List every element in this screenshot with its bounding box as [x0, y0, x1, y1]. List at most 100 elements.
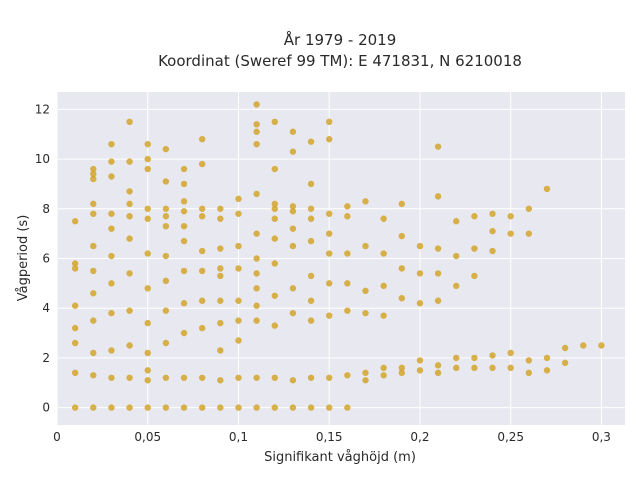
data-point — [326, 230, 333, 237]
data-point — [144, 319, 151, 327]
chart-title-line-1: År 1979 - 2019 — [284, 30, 397, 49]
data-point — [561, 344, 569, 352]
data-point — [289, 203, 297, 210]
data-point — [434, 297, 442, 304]
data-point — [144, 285, 151, 292]
data-point — [217, 265, 224, 272]
data-point — [398, 295, 405, 302]
data-point — [90, 170, 97, 178]
data-point — [108, 252, 115, 260]
data-point — [326, 136, 333, 143]
data-point — [126, 270, 133, 277]
data-point — [289, 225, 297, 232]
data-point — [289, 404, 297, 411]
data-point — [108, 404, 115, 411]
data-point — [380, 215, 387, 222]
data-point — [598, 342, 605, 349]
data-point — [235, 374, 242, 381]
data-point — [126, 374, 133, 381]
data-point — [434, 362, 442, 369]
data-point — [253, 285, 260, 292]
data-point — [235, 297, 242, 304]
data-point — [380, 364, 387, 372]
data-point — [198, 205, 206, 212]
x-axis-ticks: 0 0,05 0,1 0,15 0,2 0,25 0,3 — [53, 430, 611, 444]
data-point — [71, 260, 79, 267]
data-point — [144, 140, 151, 148]
data-point — [434, 193, 442, 200]
data-point — [71, 339, 79, 347]
data-point — [144, 404, 151, 411]
y-tick-label: 12 — [35, 102, 50, 116]
data-point — [489, 364, 496, 372]
data-point — [90, 210, 97, 217]
data-point — [434, 143, 442, 150]
data-point — [271, 404, 278, 411]
data-point — [217, 319, 224, 327]
data-point — [398, 364, 405, 372]
data-point — [471, 245, 478, 252]
data-point — [162, 145, 170, 153]
data-point — [235, 265, 242, 272]
data-point — [108, 280, 115, 287]
data-point — [543, 367, 551, 374]
data-point — [344, 250, 351, 257]
data-point — [198, 297, 206, 304]
data-point — [126, 118, 133, 126]
data-point — [217, 272, 224, 280]
y-axis-label: Vågperiod (s) — [16, 215, 31, 302]
data-point — [543, 354, 551, 362]
data-point — [180, 222, 188, 230]
data-point — [307, 237, 315, 245]
data-point — [235, 404, 242, 411]
data-point — [271, 235, 278, 242]
data-point — [235, 210, 242, 217]
data-point — [489, 227, 496, 235]
data-point — [217, 205, 224, 212]
data-point — [507, 230, 514, 237]
data-point — [162, 178, 170, 185]
data-point — [71, 265, 79, 272]
data-point — [253, 270, 260, 277]
data-point — [253, 121, 260, 128]
data-point — [307, 215, 315, 222]
data-point — [180, 165, 188, 173]
data-point — [453, 218, 460, 225]
data-point — [398, 265, 405, 272]
data-point — [180, 198, 188, 205]
data-point — [217, 297, 224, 304]
data-point — [126, 235, 133, 242]
y-tick-label: 4 — [42, 301, 50, 315]
data-point — [217, 377, 224, 384]
data-point — [162, 404, 170, 411]
data-point — [180, 374, 188, 381]
data-point — [580, 342, 587, 349]
x-tick-label: 0 — [53, 430, 61, 444]
y-tick-label: 10 — [35, 152, 50, 166]
data-point — [126, 404, 133, 411]
x-tick-label: 0,05 — [134, 430, 161, 444]
data-point — [253, 374, 260, 381]
data-point — [126, 307, 133, 314]
data-point — [71, 324, 79, 332]
data-point — [162, 222, 170, 230]
data-point — [489, 210, 496, 217]
data-point — [90, 175, 97, 183]
data-point — [253, 140, 260, 148]
data-point — [471, 213, 478, 220]
data-points — [71, 101, 605, 411]
data-point — [326, 404, 333, 411]
x-tick-label: 0,15 — [316, 430, 343, 444]
data-point — [307, 374, 315, 381]
data-point — [471, 364, 478, 372]
data-point — [90, 242, 97, 250]
data-point — [326, 118, 333, 126]
data-point — [126, 200, 133, 208]
data-point — [362, 287, 369, 295]
data-point — [108, 140, 115, 148]
data-point — [380, 250, 387, 257]
chart-title-line-2: Koordinat (Sweref 99 TM): E 471831, N 62… — [158, 52, 522, 70]
data-point — [380, 372, 387, 379]
data-point — [217, 347, 224, 354]
